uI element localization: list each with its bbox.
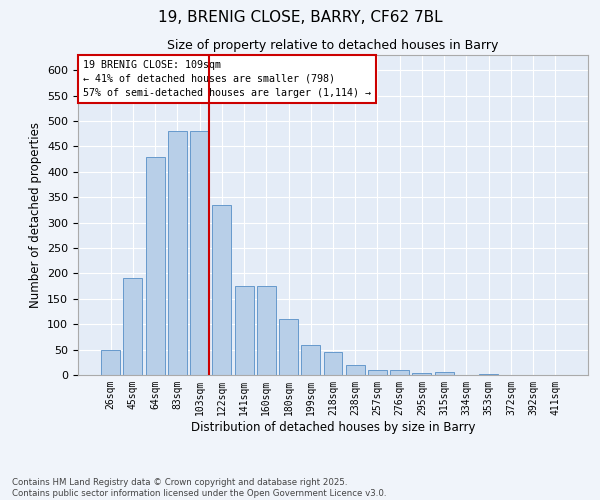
Bar xyxy=(257,286,276,375)
Text: 19, BRENIG CLOSE, BARRY, CF62 7BL: 19, BRENIG CLOSE, BARRY, CF62 7BL xyxy=(158,10,442,25)
Text: 19 BRENIG CLOSE: 109sqm
← 41% of detached houses are smaller (798)
57% of semi-d: 19 BRENIG CLOSE: 109sqm ← 41% of detache… xyxy=(83,60,371,98)
Bar xyxy=(168,131,187,375)
Bar xyxy=(346,365,365,375)
Y-axis label: Number of detached properties: Number of detached properties xyxy=(29,122,41,308)
Title: Size of property relative to detached houses in Barry: Size of property relative to detached ho… xyxy=(167,40,499,52)
Bar xyxy=(412,374,431,375)
Bar xyxy=(190,131,209,375)
Bar xyxy=(146,156,164,375)
Bar xyxy=(390,370,409,375)
Bar xyxy=(212,205,231,375)
Text: Contains HM Land Registry data © Crown copyright and database right 2025.
Contai: Contains HM Land Registry data © Crown c… xyxy=(12,478,386,498)
X-axis label: Distribution of detached houses by size in Barry: Distribution of detached houses by size … xyxy=(191,420,475,434)
Bar xyxy=(279,319,298,375)
Bar xyxy=(435,372,454,375)
Bar xyxy=(479,374,498,375)
Bar xyxy=(301,344,320,375)
Bar xyxy=(124,278,142,375)
Bar xyxy=(323,352,343,375)
Bar xyxy=(235,286,254,375)
Bar xyxy=(368,370,387,375)
Bar xyxy=(101,350,120,375)
